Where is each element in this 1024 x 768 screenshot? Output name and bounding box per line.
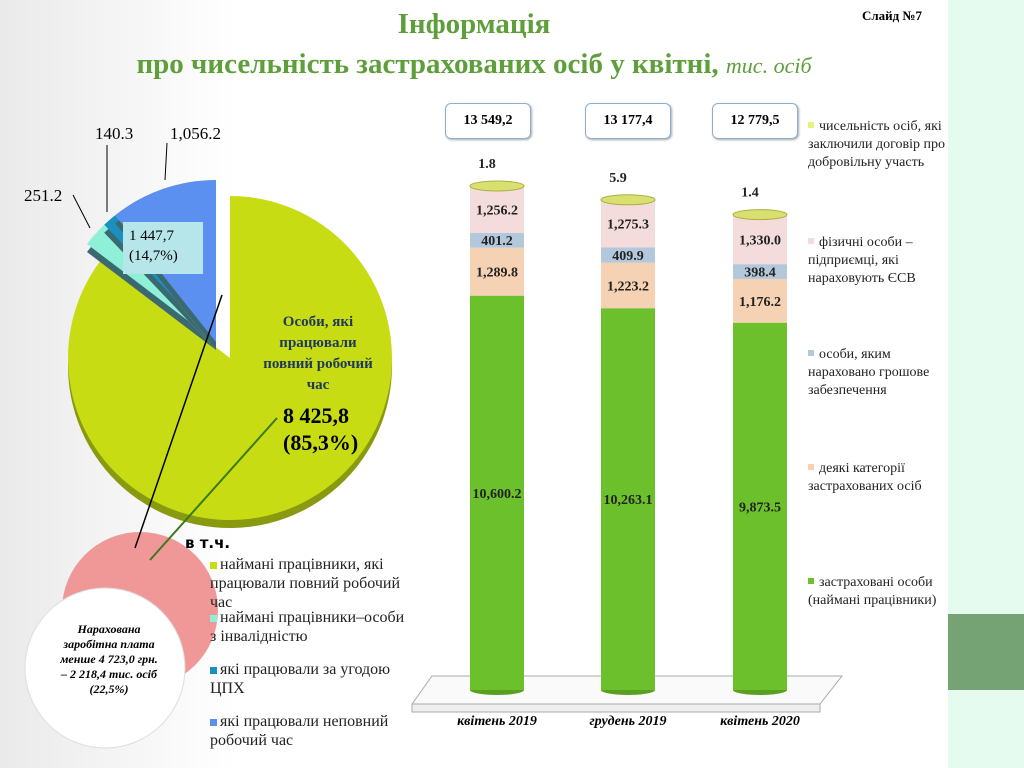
x-tick-label: грудень 2019 [589, 714, 667, 729]
pie-main-label: Особи, які працювали повний робочий час [263, 314, 373, 393]
bar-data-label: 1,275.3 [607, 218, 649, 233]
arrow-line [149, 417, 278, 561]
total-callout: 12 779,5 [712, 103, 798, 139]
pie-legend-item: наймані працівники–особи з інвалідністю [210, 609, 405, 645]
pie-legend-item: які працювали за угодою ЦПХ [210, 661, 391, 697]
pie-group-label: 1 447,7 (14,7%) [123, 222, 203, 274]
page-title: Інформація [397, 8, 551, 40]
x-tick-label: квітень 2020 [720, 714, 800, 729]
pie-label-part-time: 1,056.2 [170, 124, 221, 143]
slide-number: Слайд №7 [862, 8, 923, 23]
bar-legend-item: особи, яким нараховано грошове забезпече… [808, 347, 930, 398]
bar-legend-item: чисельність осіб, які заключили договір … [808, 119, 945, 170]
bar-data-label: 1,223.2 [607, 279, 649, 294]
x-tick-label: квітень 2019 [457, 714, 537, 729]
bar-segment [733, 214, 787, 265]
arrow-line [134, 294, 223, 549]
pie-label-disabled: 251.2 [24, 186, 63, 205]
bar-segment [470, 186, 524, 233]
bar-segment [601, 247, 655, 263]
bar-data-label: 1.8 [478, 157, 496, 172]
bar-data-label: 10,263.1 [604, 493, 653, 508]
pie-legend: найманi працівники, які працювали повний… [210, 555, 410, 750]
pie-label-cph: 140.3 [95, 124, 134, 143]
pie-legend-item: найманi працівники, які працювали повний… [210, 556, 401, 611]
total-callout: 13 549,2 [445, 103, 531, 139]
pie-legend-item: які працювали неповний робочий час [210, 713, 389, 749]
bar-data-label: 401.2 [481, 234, 513, 249]
total-callout: 13 177,4 [585, 103, 671, 139]
bar-data-label: 10,600.2 [473, 487, 522, 502]
pie-main-value: 8 425,8 [283, 403, 349, 428]
in-that-label: в т.ч. [185, 534, 231, 552]
bar-data-label: 1,289.8 [476, 266, 518, 281]
bar-segment [470, 247, 524, 296]
bar-top [732, 209, 788, 221]
bar-legend-item: фізичні особи – підприємці, які нарахову… [808, 235, 916, 286]
bar-data-label: 9,873.5 [739, 500, 781, 515]
bar-legend-item: деякі категорії застрахованих осіб [808, 461, 922, 494]
bar-segment [733, 264, 787, 279]
bar-segment [733, 322, 787, 690]
chart-floor-edge [411, 703, 821, 713]
note-circle [24, 587, 186, 749]
bar-segment [470, 232, 524, 248]
bar-segment [470, 295, 524, 690]
bar-segment [601, 200, 655, 248]
bar-segment [733, 278, 787, 323]
page-subtitle: про чисельність застрахованих осіб у кві… [136, 48, 812, 80]
bar-data-label: 1,176.2 [739, 295, 781, 310]
leader-line [164, 142, 168, 181]
bar-data-label: 5.9 [609, 171, 627, 186]
bar-data-label: 1,256.2 [476, 203, 518, 218]
bar-data-label: 1.4 [741, 186, 759, 201]
bar-top [469, 180, 525, 192]
bar-segment [601, 262, 655, 309]
leader-line [72, 194, 91, 229]
bar-legend-item: застраховані особи (наймані працівники) [808, 575, 937, 608]
salary-note: Нарахована заробітна плата менше 4 723,0… [60, 622, 158, 696]
bar-top [600, 194, 656, 206]
bar-data-label: 1,330.0 [739, 233, 781, 248]
bar-segment [601, 308, 655, 690]
pie-main-pct: (85,3%) [283, 430, 359, 455]
bar-data-label: 398.4 [744, 266, 776, 281]
bar-data-label: 409.9 [612, 249, 644, 264]
pie-slice [67, 196, 393, 520]
side-block [948, 614, 1024, 690]
bar-chart: 10,600.2 1,289.8 401.2 1,256.2 1.8 10,263.1 1,… [411, 157, 844, 713]
